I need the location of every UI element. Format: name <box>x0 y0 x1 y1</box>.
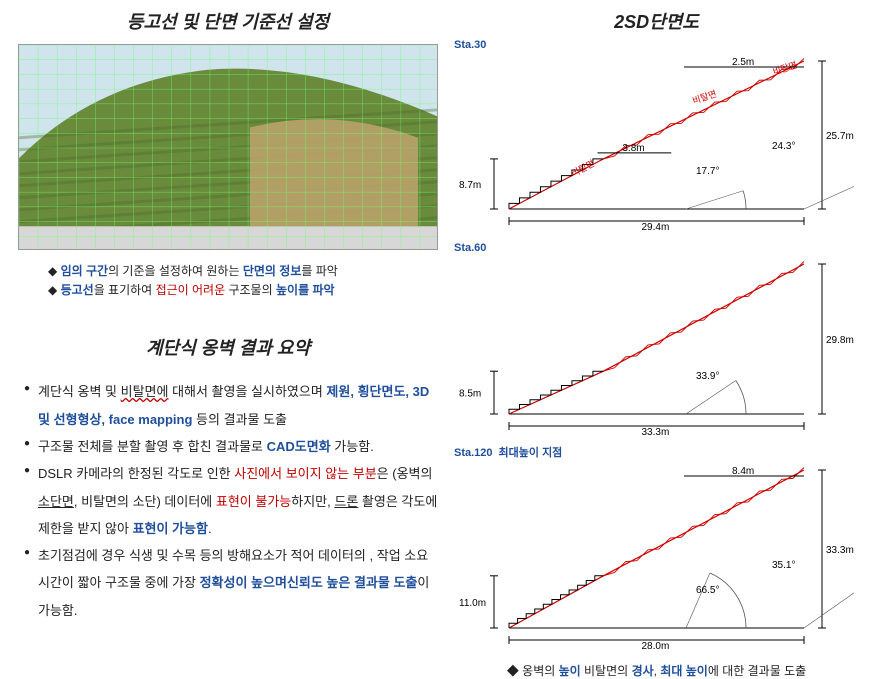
svg-text:35.1°: 35.1° <box>772 560 795 571</box>
footer-b: 비탈면의 <box>581 664 632 678</box>
station-diagram: Sta.30 8.7m 25.7m 29.4m 17.7° 24.3° 2.5m 3.8m 비탈… <box>454 36 854 231</box>
station-diagrams: Sta.30 8.7m 25.7m 29.4m 17.7° 24.3° 2.5m 3.8m 비탈… <box>454 36 859 658</box>
caption-1: ◆ 임의 구간의 기준을 설정하여 원하는 단면의 정보를 파악 <box>48 262 438 281</box>
footer-c: 경사 <box>632 664 654 678</box>
heading-contour: 등고선 및 단면 기준선 설정 <box>18 8 438 34</box>
station-label: Sta.120 <box>454 447 493 459</box>
station-label: Sta.60 <box>454 242 486 254</box>
caption-2-a: 등고선 <box>61 283 94 297</box>
svg-text:29.4m: 29.4m <box>642 222 670 231</box>
summary-bullet: 구조물 전체를 분할 촬영 후 합친 결과물로 CAD도면화 가능함. <box>24 433 438 460</box>
right-column: 2SD단면도 Sta.30 8.7m 25.7m 29.4m 17.7° 24.3° 2.5… <box>450 0 871 662</box>
station-label: Sta.30 <box>454 39 486 51</box>
left-column: 등고선 및 단면 기준선 설정 ◆ 임의 구간의 기준을 설정하여 원하는 단면… <box>0 0 450 662</box>
svg-text:28.0m: 28.0m <box>642 641 670 650</box>
summary-bullet: 계단식 옹벽 및 비탈면에 대해서 촬영을 실시하였으며 제원, 횡단면도, 3… <box>24 378 438 433</box>
svg-text:비탈면: 비탈면 <box>570 158 597 178</box>
footer-a: 높이 <box>559 664 581 678</box>
caption-2-e: 높이를 파악 <box>276 283 335 297</box>
footer-note: ◆ 옹벽의 높이 비탈면의 경사, 최대 높이에 대한 결과물 도출 <box>454 662 859 679</box>
footer-prefix: ◆ 옹벽의 <box>507 664 559 678</box>
station-diagram: Sta.120 최대높이 지점 11.0m 33.3m 28.0m 66.5° 35.1° 8… <box>454 444 854 650</box>
captions: ◆ 임의 구간의 기준을 설정하여 원하는 단면의 정보를 파악 ◆ 등고선을 … <box>48 262 438 300</box>
caption-1-b: 의 기준을 설정하여 원하는 <box>108 264 243 278</box>
footer-f: 에 대한 결과물 도출 <box>708 664 806 678</box>
bullet-mark: ◆ <box>48 283 61 297</box>
caption-2-d: 구조물의 <box>225 283 276 297</box>
svg-text:8.4m: 8.4m <box>732 466 754 477</box>
svg-text:8.5m: 8.5m <box>459 389 481 400</box>
heading-summary: 계단식 옹벽 결과 요약 <box>18 334 438 360</box>
station-extra: 최대높이 지점 <box>499 447 563 459</box>
caption-1-c: 단면의 정보 <box>243 264 302 278</box>
svg-text:17.7°: 17.7° <box>696 166 719 177</box>
svg-text:3.8m: 3.8m <box>622 143 644 154</box>
svg-text:24.3°: 24.3° <box>772 141 795 152</box>
hillside-image <box>18 44 438 250</box>
summary-bullet: DSLR 카메라의 한정된 각도로 인한 사진에서 보이지 않는 부분은 (옹벽… <box>24 460 438 542</box>
svg-text:8.7m: 8.7m <box>459 180 481 191</box>
svg-text:비탈면: 비탈면 <box>772 60 799 77</box>
summary-bullets: 계단식 옹벽 및 비탈면에 대해서 촬영을 실시하였으며 제원, 횡단면도, 3… <box>24 378 438 624</box>
bullet-mark: ◆ <box>48 264 61 278</box>
caption-2-b: 을 표기하여 <box>94 283 156 297</box>
summary-bullet: 초기점검에 경우 식생 및 수목 등의 방해요소가 적어 데이터의 , 작업 소… <box>24 542 438 624</box>
station-diagram: Sta.60 8.5m 29.8m 33.3m 33.9° <box>454 239 854 436</box>
caption-1-d: 를 파악 <box>301 264 337 278</box>
footer-d: , <box>654 664 661 678</box>
caption-2: ◆ 등고선을 표기하여 접근이 어려운 구조물의 높이를 파악 <box>48 281 438 300</box>
heading-2sd: 2SD단면도 <box>454 8 859 34</box>
svg-text:66.5°: 66.5° <box>696 585 719 596</box>
svg-text:29.8m: 29.8m <box>826 335 854 346</box>
caption-2-c: 접근이 어려운 <box>156 283 226 297</box>
svg-text:33.3m: 33.3m <box>642 427 670 436</box>
caption-1-a: 임의 구간 <box>61 264 109 278</box>
svg-text:11.0m: 11.0m <box>459 598 486 609</box>
svg-text:33.3m: 33.3m <box>826 545 854 556</box>
footer-e: 최대 높이 <box>660 664 708 678</box>
svg-text:33.9°: 33.9° <box>696 371 719 382</box>
svg-text:2.5m: 2.5m <box>732 57 754 68</box>
svg-text:25.7m: 25.7m <box>826 131 854 142</box>
